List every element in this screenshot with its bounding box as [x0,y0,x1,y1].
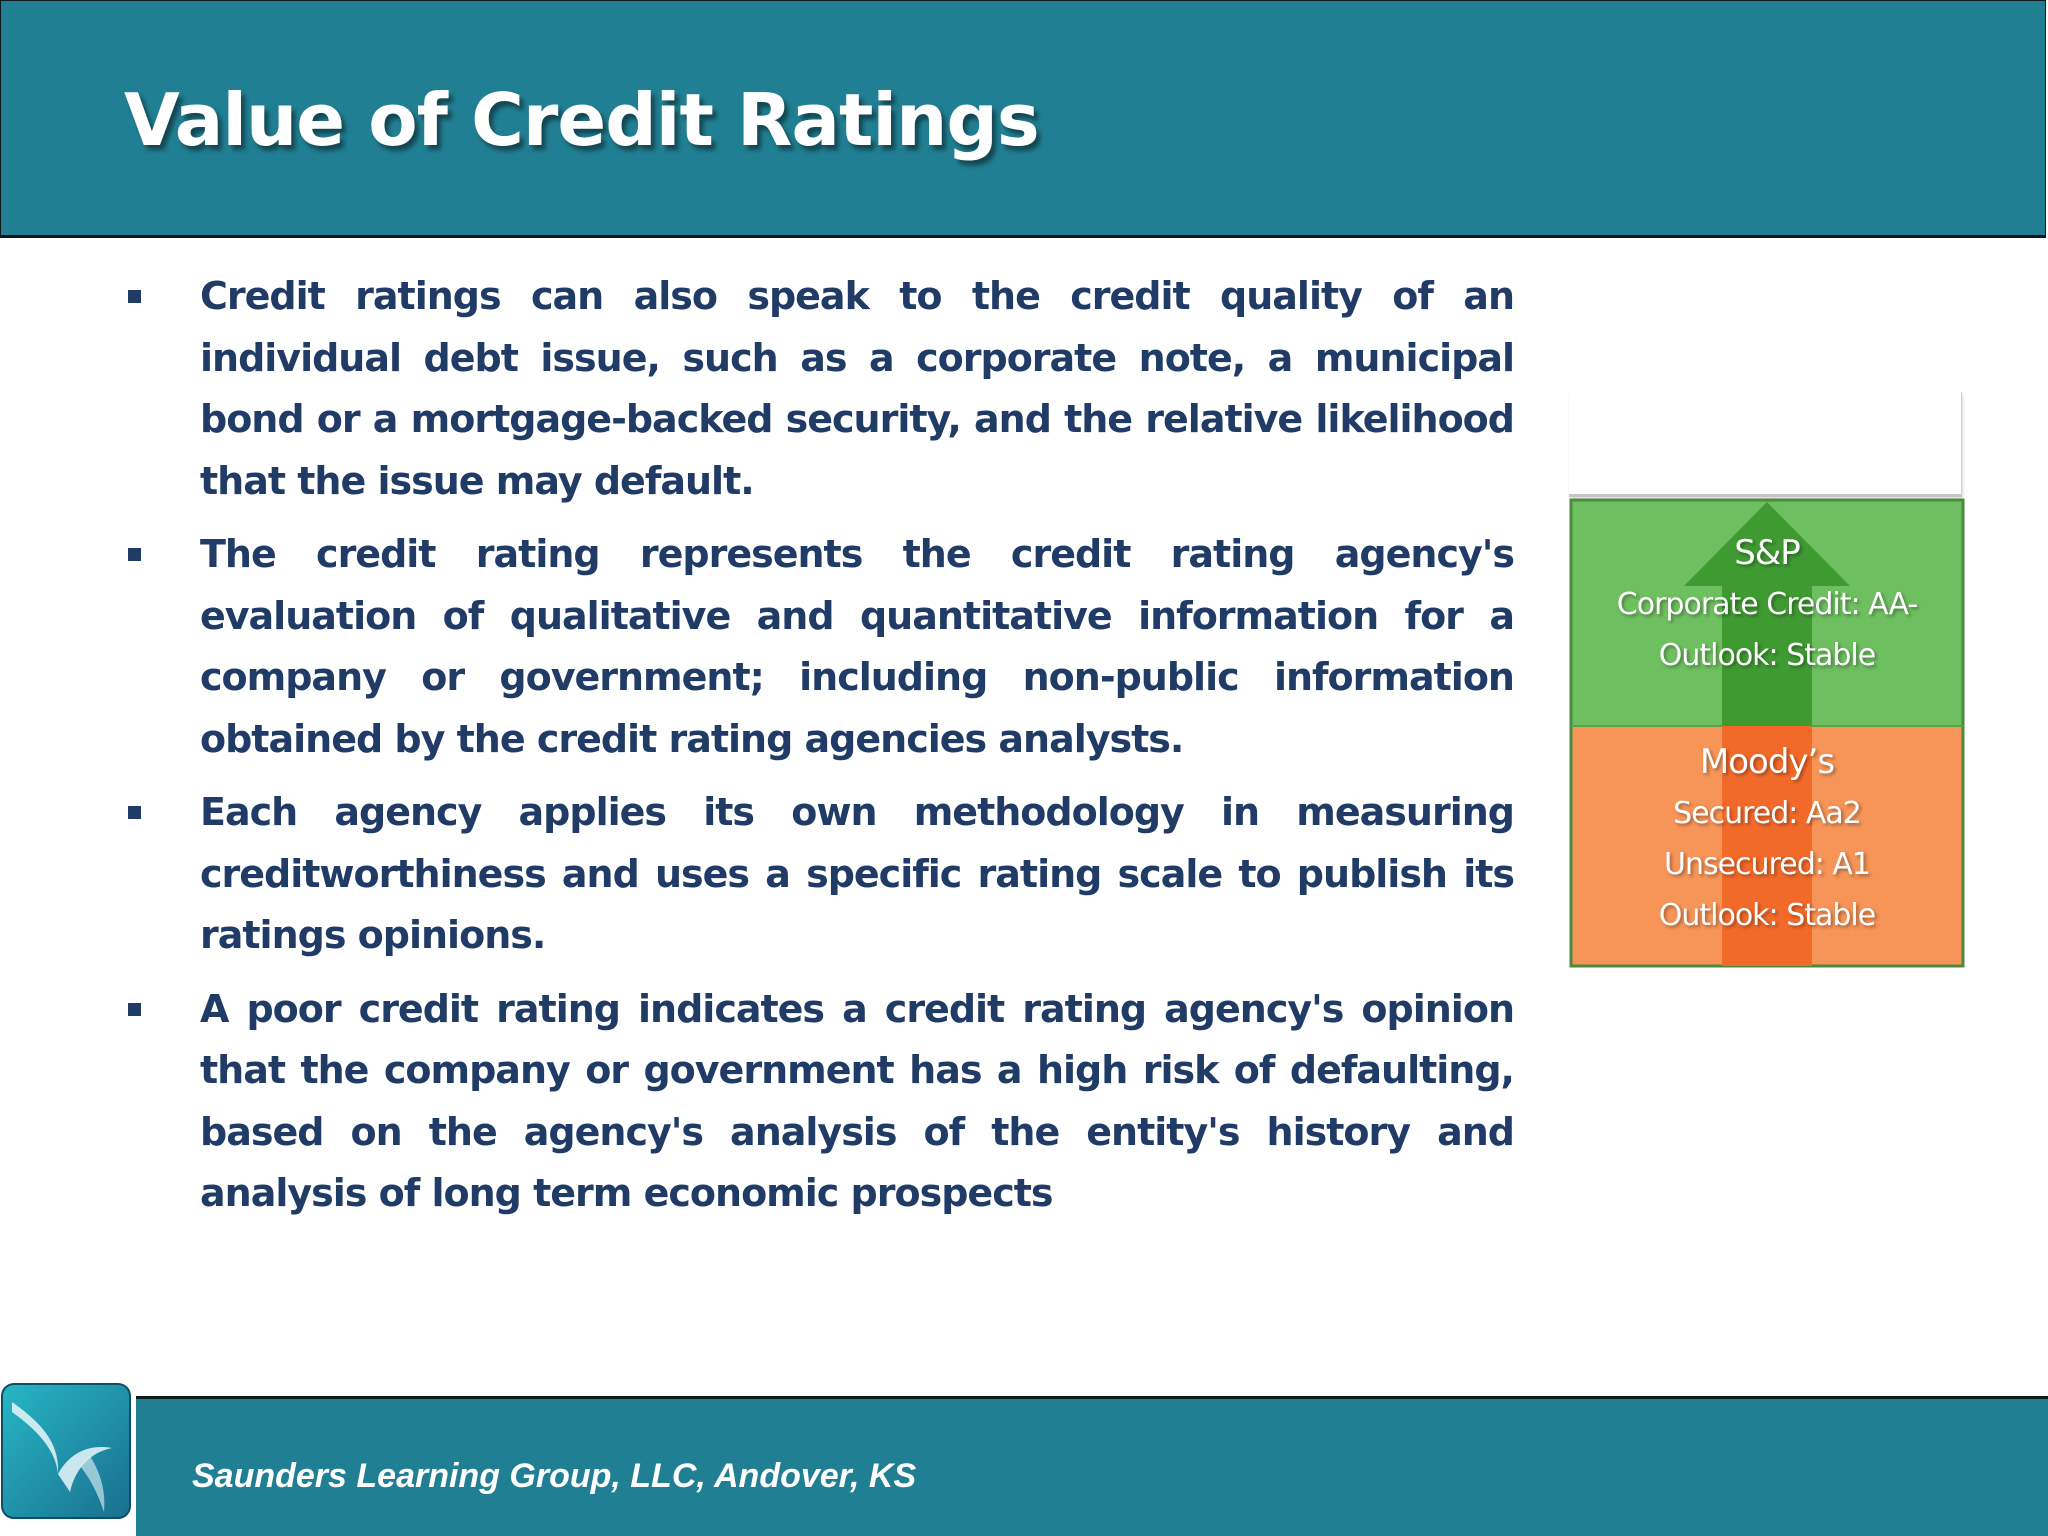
sp-line: Outlook: Stable [1658,638,1876,673]
slide-title: Value of Credit Ratings [124,78,1040,162]
square-bullet-icon [128,548,141,561]
bullet-item: Credit ratings can also speak to the cre… [124,266,1515,512]
ratings-graphic: S&P Corporate Credit: AA- Outlook: Stabl… [1568,392,1966,970]
square-bullet-icon [128,290,141,303]
bullet-text: The credit rating represents the credit … [200,532,1515,761]
bullet-text: A poor credit rating indicates a credit … [200,986,1515,1216]
moodys-heading: Moody’s [1699,742,1835,782]
swoosh-logo-icon [1,1383,131,1519]
square-bullet-icon [128,806,141,819]
bullet-list: Credit ratings can also speak to the cre… [124,266,1515,1237]
footer-bar [136,1396,2048,1536]
bullet-item: The credit rating represents the credit … [124,524,1515,770]
moodys-text: Moody’s Secured: Aa2 Unsecured: A1 Outlo… [1568,737,1966,941]
bullet-item: Each agency applies its own methodology … [124,782,1515,967]
arrow-shaft [1722,726,1812,966]
title-bar [0,0,2046,238]
footer-text: Saunders Learning Group, LLC, Andover, K… [192,1457,917,1495]
sp-line: Corporate Credit: AA- [1616,587,1918,622]
bullet-text: Credit ratings can also speak to the cre… [200,274,1515,503]
moodys-line: Outlook: Stable [1658,898,1876,933]
bullet-item: A poor credit rating indicates a credit … [124,979,1515,1225]
square-bullet-icon [128,1002,141,1016]
up-arrow-icon [1684,502,1850,726]
sp-heading: S&P [1734,533,1801,573]
bullet-text: Each agency applies its own methodology … [200,790,1515,957]
moodys-line: Unsecured: A1 [1664,847,1871,882]
moodys-line: Secured: Aa2 [1673,796,1862,831]
sp-text: S&P Corporate Credit: AA- Outlook: Stabl… [1568,528,1966,681]
ratings-panels-svg [1569,498,1965,968]
graphic-blank-box [1569,392,1962,497]
